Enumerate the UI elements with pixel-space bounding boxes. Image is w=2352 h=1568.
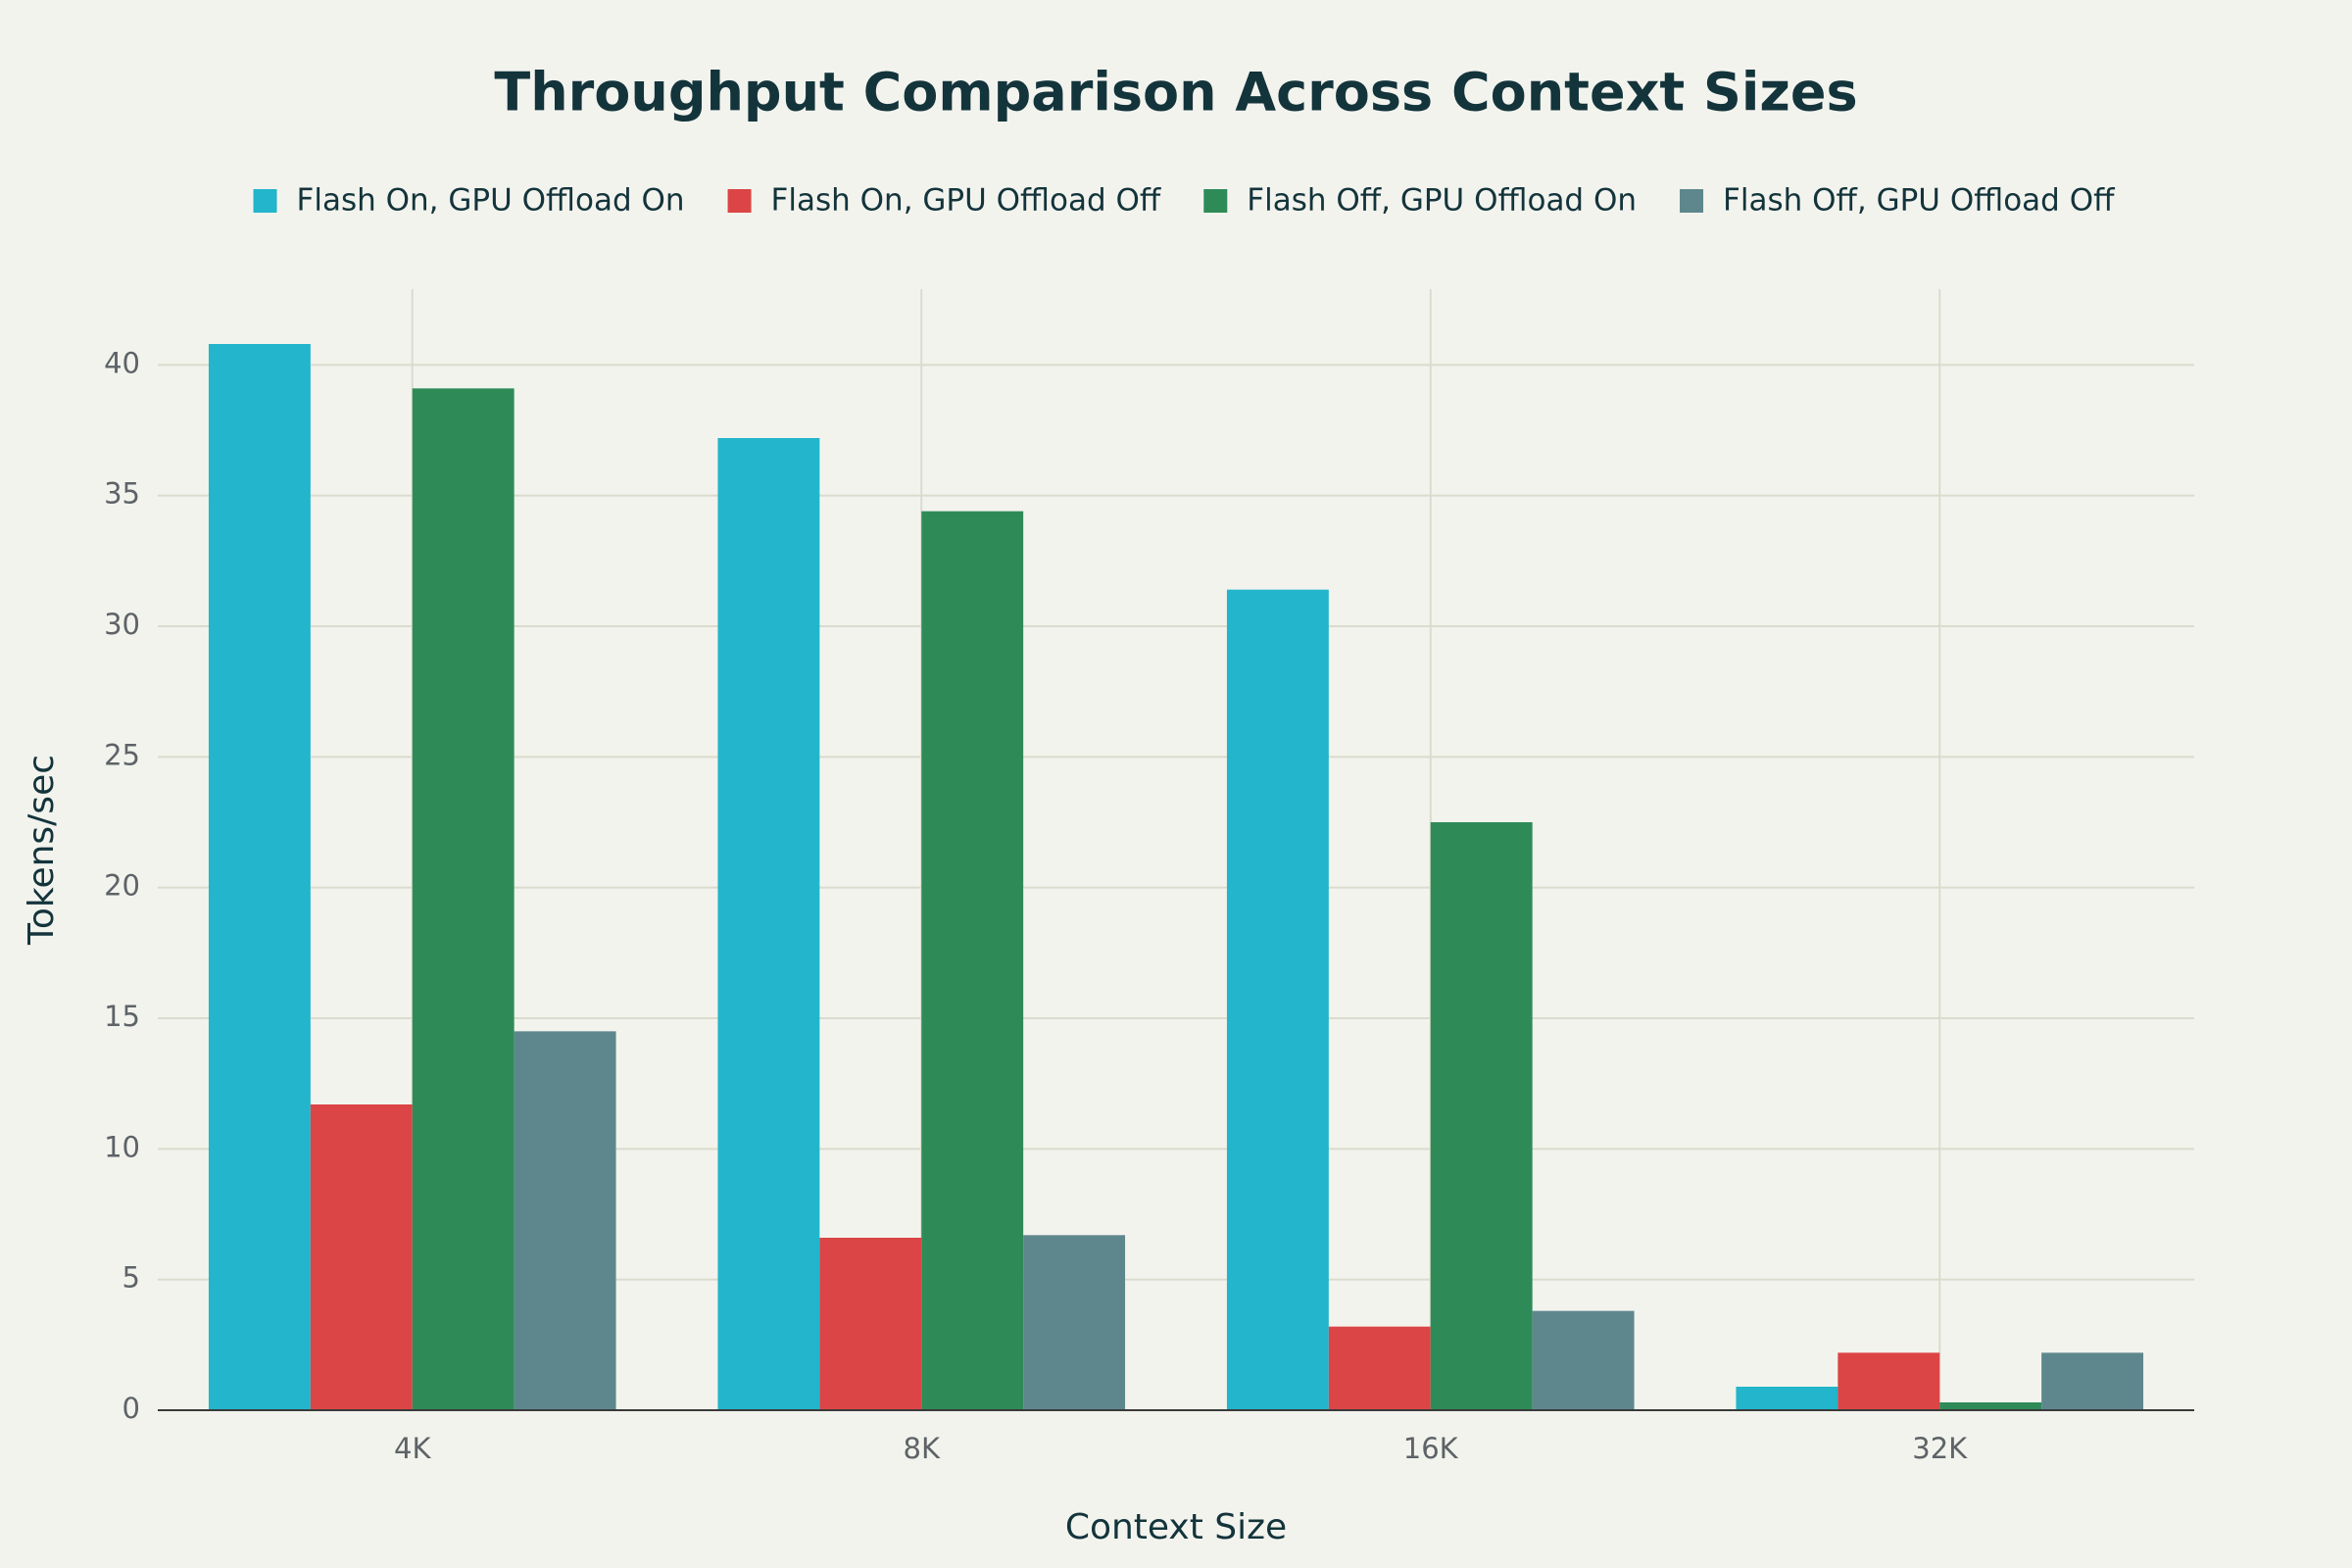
bar <box>1532 1310 1635 1410</box>
y-axis-title: Tokens/sec <box>22 755 62 946</box>
legend-swatch <box>1680 189 1704 213</box>
y-tick-label: 40 <box>104 346 140 379</box>
bar <box>208 344 311 1410</box>
bar <box>1736 1387 1838 1410</box>
bar <box>717 438 820 1410</box>
legend-label: Flash On, GPU Offload On <box>297 183 685 219</box>
legend-swatch <box>727 189 752 213</box>
legend-swatch <box>1203 189 1228 213</box>
bar <box>1838 1352 1940 1410</box>
bar <box>310 1104 413 1410</box>
x-axis-title: Context Size <box>1065 1507 1287 1547</box>
y-tick-label: 20 <box>104 869 140 903</box>
x-tick-label: 16K <box>1403 1432 1459 1465</box>
y-tick-label: 10 <box>104 1130 140 1163</box>
bar <box>1328 1326 1431 1410</box>
y-tick-label: 5 <box>122 1261 140 1295</box>
chart-title: Throughput Comparison Across Context Siz… <box>494 62 1857 123</box>
y-tick-label: 35 <box>104 477 140 511</box>
legend-label: Flash On, GPU Offload Off <box>771 183 1161 219</box>
bar <box>1430 822 1533 1410</box>
x-tick-label: 32K <box>1912 1432 1968 1465</box>
bar <box>921 511 1024 1410</box>
bar <box>1939 1402 2042 1410</box>
legend-label: Flash Off, GPU Offload Off <box>1723 183 2115 219</box>
bar <box>2041 1352 2144 1410</box>
y-tick-label: 15 <box>104 1000 140 1033</box>
x-tick-label: 8K <box>904 1432 941 1465</box>
bar <box>514 1031 616 1410</box>
y-tick-label: 25 <box>104 738 140 771</box>
bar <box>412 388 514 1410</box>
y-tick-label: 30 <box>104 608 140 641</box>
bar <box>1023 1235 1126 1410</box>
bar <box>819 1238 922 1410</box>
x-tick-label: 4K <box>394 1432 431 1465</box>
bar <box>1226 589 1329 1410</box>
legend-swatch <box>253 189 277 213</box>
legend-label: Flash Off, GPU Offload On <box>1247 183 1637 219</box>
y-tick-label: 0 <box>122 1392 140 1425</box>
